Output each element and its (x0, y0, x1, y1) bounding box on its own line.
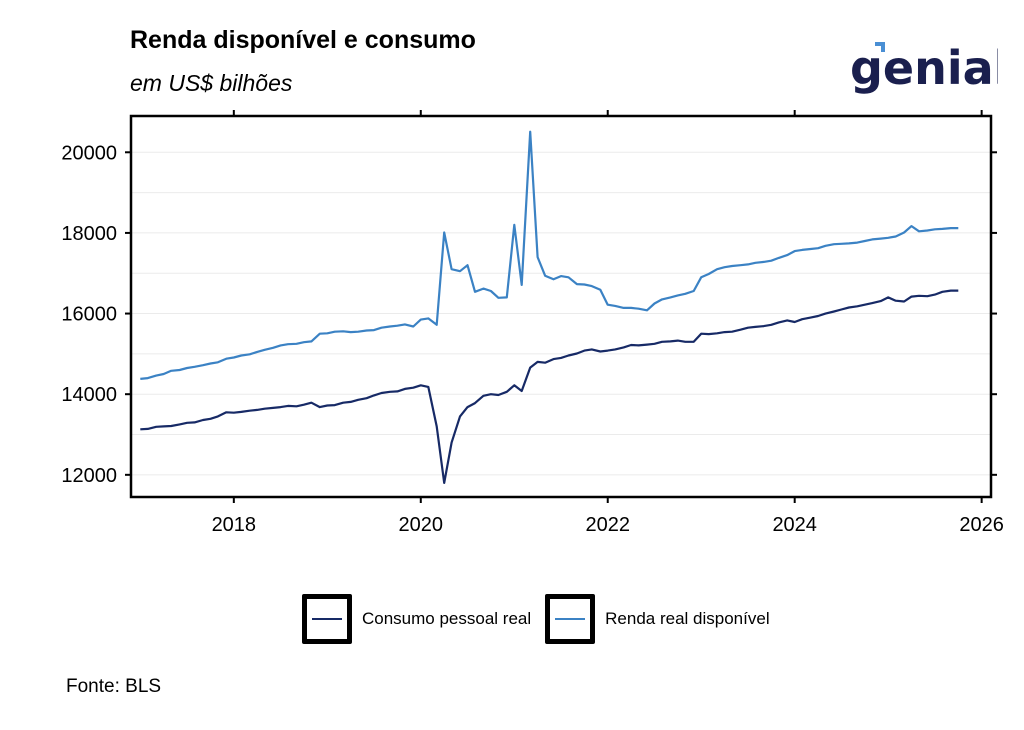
x-tick-label: 2026 (959, 514, 1004, 536)
legend-label-renda: Renda real disponível (605, 609, 770, 628)
legend-key-renda (545, 594, 596, 644)
series-line-renda (140, 130, 959, 380)
y-tick-label: 14000 (61, 384, 117, 406)
y-tick-label: 12000 (61, 465, 117, 487)
y-tick-label: 18000 (61, 223, 117, 245)
series-line-consumo (140, 289, 959, 484)
x-tick-label: 2024 (772, 514, 817, 536)
chart-legend: Consumo pessoal real Renda real disponív… (302, 594, 784, 644)
source-note: Fonte: BLS (66, 676, 162, 697)
chart-title: Renda disponível e consumo (130, 26, 476, 54)
y-tick-label: 16000 (61, 304, 117, 326)
y-tick-label: 20000 (61, 142, 117, 164)
x-tick-label: 2018 (212, 514, 257, 536)
logo-accent-mark (875, 42, 885, 52)
genial-logo: genial (850, 41, 998, 95)
legend-item-consumo: Consumo pessoal real (302, 594, 531, 644)
plot-frame (129, 114, 993, 499)
legend-key-consumo (302, 594, 352, 644)
legend-label-consumo: Consumo pessoal real (362, 609, 532, 628)
x-tick-label: 2020 (399, 514, 444, 536)
chart-subtitle: em US$ bilhões (130, 70, 293, 96)
legend-item-renda: Renda real disponível (545, 594, 770, 644)
x-tick-label: 2022 (585, 514, 630, 536)
logo-wordmark: genial (850, 41, 998, 95)
